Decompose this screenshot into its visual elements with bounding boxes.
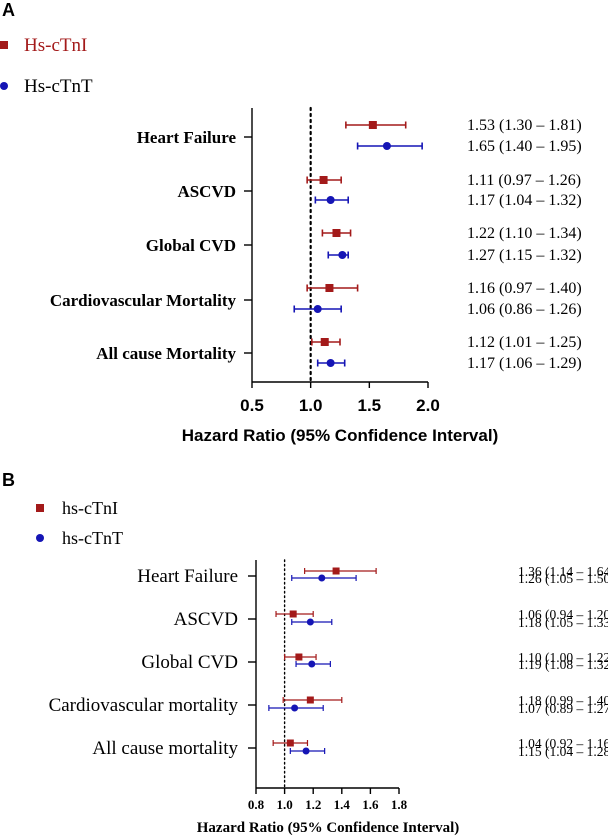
x-tick-label: 0.8 (248, 797, 265, 812)
x-tick-label: 1.6 (362, 797, 379, 812)
category-label: All cause Mortality (96, 344, 236, 363)
hr-point-circle (308, 660, 316, 668)
hr-point-circle (326, 359, 335, 367)
hr-point-circle (313, 305, 322, 313)
hr-point-square (320, 338, 329, 346)
hr-point-square (319, 176, 328, 184)
category-label: Heart Failure (137, 128, 237, 147)
panel-a: A Hs-cTnI Hs-cTnT 0.5 1.0 1.5 2.0 Hazard Ratio … (0, 0, 582, 445)
hr-value-text: 1.12 (1.01 – 1.25) (467, 334, 582, 351)
hr-point-square (306, 696, 314, 704)
panel-letter: B (2, 470, 15, 490)
category-label: Global CVD (141, 652, 238, 673)
hr-value-text: 1.36 (1.14 – 1.64) (518, 564, 608, 579)
hr-value-text: 1.17 (1.06 – 1.29) (467, 355, 582, 372)
legend-label-1: hs-cTnT (62, 528, 123, 548)
x-tick-label: 1.0 (299, 396, 323, 415)
hr-value-text: 1.04 (0.92 – 1.16) (518, 736, 608, 751)
hr-value-text: 1.16 (0.97 – 1.40) (467, 280, 582, 297)
hr-point-square (286, 739, 294, 747)
legend-marker-0 (36, 504, 44, 512)
hr-point-square (289, 610, 297, 618)
category-label: ASCVD (174, 609, 238, 630)
hr-point-circle (382, 142, 391, 150)
hr-point-square (332, 229, 341, 237)
legend-marker-0 (0, 41, 8, 49)
hr-value-text: 1.26 (1.05 – 1.50) (518, 571, 608, 586)
hr-point-square (325, 284, 334, 292)
legend-marker-1 (36, 534, 44, 542)
hr-point-circle (338, 251, 347, 259)
hr-point-circle (318, 574, 326, 582)
hr-value-text: 1.06 (0.86 – 1.26) (467, 301, 582, 318)
x-tick-label: 1.4 (334, 797, 351, 812)
x-tick-label: 2.0 (416, 396, 440, 415)
panel-letter: A (2, 0, 15, 20)
category-label: Cardiovascular Mortality (50, 291, 237, 310)
hr-point-square (368, 121, 377, 129)
hr-value-text: 1.18 (1.05 – 1.33) (518, 615, 608, 630)
hr-value-text: 1.65 (1.40 – 1.95) (467, 138, 582, 155)
category-label: ASCVD (177, 182, 236, 201)
hr-point-circle (326, 196, 335, 204)
x-axis-label: Hazard Ratio (95% Confidence Interval) (182, 426, 498, 445)
hr-value-text: 1.53 (1.30 – 1.81) (467, 117, 582, 134)
x-tick-label: 1.8 (391, 797, 408, 812)
category-label: All cause mortality (92, 738, 238, 759)
legend-marker-1 (0, 82, 8, 90)
hr-value-text: 1.11 (0.97 – 1.26) (467, 172, 581, 189)
hr-value-text: 1.10 (1.00 – 1.22) (518, 650, 608, 665)
x-tick-label: 1.0 (276, 797, 292, 812)
hr-value-text: 1.27 (1.15 – 1.32) (467, 247, 582, 264)
hr-point-square (332, 567, 340, 575)
hr-value-text: 1.07 (0.89 – 1.27) (518, 701, 608, 716)
hr-value-text: 1.22 (1.10 – 1.34) (467, 225, 582, 242)
hr-value-text: 1.19 (1.08 – 1.32) (518, 657, 608, 672)
category-label: Heart Failure (137, 566, 238, 587)
category-label: Global CVD (146, 236, 236, 255)
category-label: Cardiovascular mortality (49, 695, 239, 716)
hr-point-circle (306, 618, 314, 626)
hr-value-text: 1.18 (0.99 – 1.40) (518, 693, 608, 708)
hr-point-circle (302, 747, 310, 755)
panel-b: Bhs-cTnI hs-cTnT 0.8 1.0 1.2 1.4 1.6 1.8 Hazard … (2, 470, 608, 836)
x-tick-label: 1.2 (305, 797, 321, 812)
hr-point-square (295, 653, 303, 661)
x-axis-label: Hazard Ratio (95% Confidence Interval) (197, 820, 459, 836)
legend-label-0: hs-cTnI (62, 498, 118, 518)
x-tick-label: 0.5 (240, 396, 264, 415)
hr-point-circle (291, 704, 299, 712)
legend-label-0: Hs-cTnI (24, 35, 87, 56)
hr-value-text: 1.17 (1.04 – 1.32) (467, 192, 582, 209)
legend-label-1: Hs-cTnT (24, 76, 93, 97)
hr-value-text: 1.06 (0.94 – 1.20) (518, 607, 608, 622)
x-tick-label: 1.5 (358, 396, 382, 415)
hr-value-text: 1.15 (1.04 – 1.28) (518, 744, 608, 759)
